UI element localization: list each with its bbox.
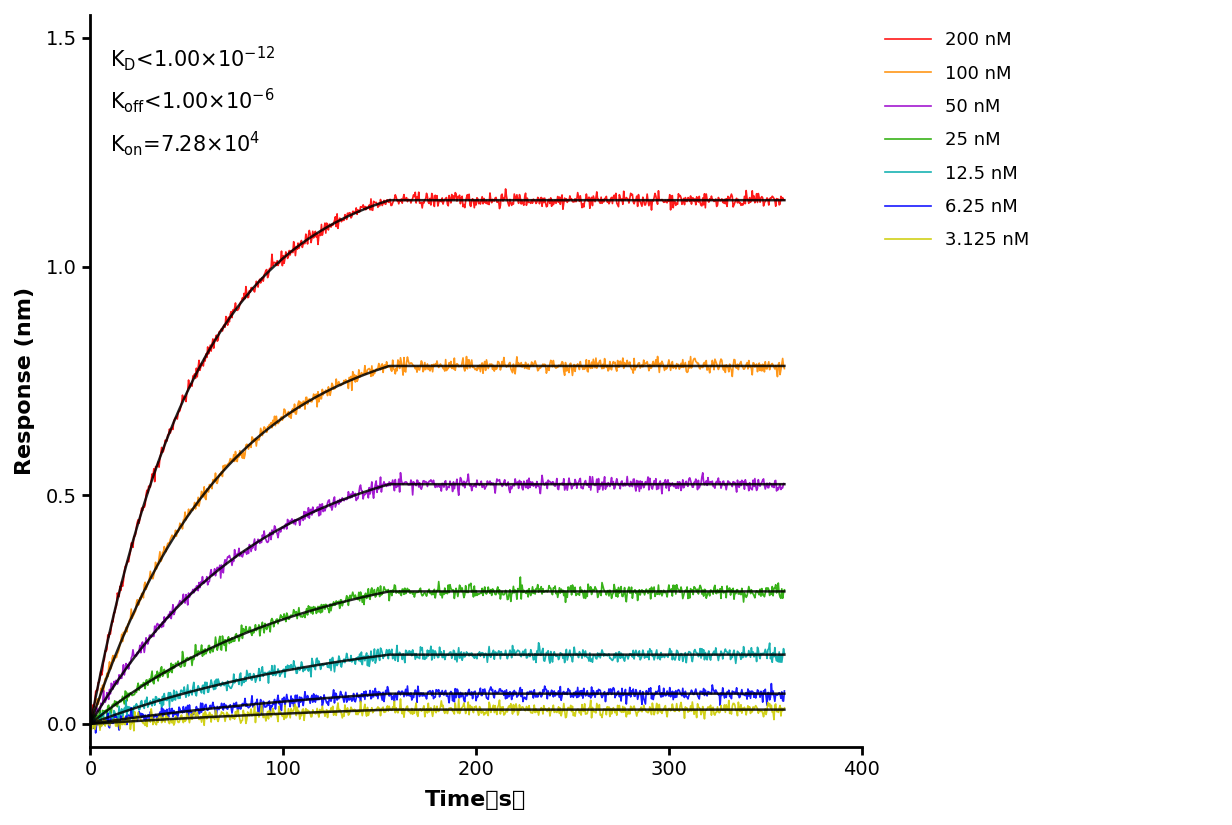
- 3.125 nM: [127, 726, 142, 736]
- 12.5 nM: [777, 648, 792, 658]
- 200 nM: [126, 542, 140, 552]
- 3.125 nM: [126, 714, 140, 724]
- 6.25 nM: [526, 693, 541, 703]
- 6.25 nM: [127, 715, 142, 725]
- 100 nM: [683, 363, 697, 373]
- 50 nM: [526, 481, 541, 491]
- 12.5 nM: [86, 721, 101, 731]
- 3.125 nM: [451, 694, 466, 704]
- 6.25 nM: [764, 679, 779, 689]
- 25 nM: [526, 588, 541, 598]
- 50 nM: [505, 481, 520, 491]
- 12.5 nM: [127, 701, 142, 711]
- 50 nM: [126, 645, 140, 655]
- 12.5 nM: [526, 655, 541, 665]
- 3.125 nM: [83, 717, 97, 727]
- 3.125 nM: [506, 700, 521, 710]
- 50 nM: [83, 719, 97, 729]
- 200 nM: [487, 196, 501, 205]
- 200 nM: [498, 184, 513, 194]
- 100 nM: [127, 610, 142, 620]
- 6.25 nM: [777, 686, 792, 696]
- Legend: 200 nM, 100 nM, 50 nM, 25 nM, 12.5 nM, 6.25 nM, 3.125 nM: 200 nM, 100 nM, 50 nM, 25 nM, 12.5 nM, 6…: [878, 24, 1036, 257]
- 25 nM: [487, 585, 501, 595]
- 6.25 nM: [83, 722, 97, 732]
- 6.25 nM: [487, 693, 501, 703]
- 100 nM: [650, 351, 665, 361]
- 25 nM: [681, 586, 696, 596]
- Line: 25 nM: 25 nM: [90, 577, 785, 727]
- 200 nM: [777, 196, 792, 205]
- 50 nM: [610, 478, 625, 488]
- 25 nM: [777, 585, 792, 595]
- Line: 12.5 nM: 12.5 nM: [90, 643, 785, 726]
- Line: 50 nM: 50 nM: [90, 473, 785, 724]
- 12.5 nM: [683, 647, 697, 657]
- 200 nM: [526, 194, 541, 204]
- 25 nM: [126, 690, 140, 700]
- 12.5 nM: [505, 640, 520, 650]
- 200 nM: [610, 200, 625, 210]
- 25 nM: [513, 572, 527, 582]
- 200 nM: [681, 194, 696, 204]
- 12.5 nM: [83, 719, 97, 728]
- 100 nM: [526, 361, 541, 371]
- 100 nM: [487, 366, 501, 376]
- 25 nM: [83, 722, 97, 732]
- 3.125 nM: [488, 700, 503, 710]
- 6.25 nM: [681, 691, 696, 700]
- 12.5 nM: [531, 638, 546, 648]
- 100 nM: [84, 718, 99, 728]
- 200 nM: [505, 198, 520, 208]
- X-axis label: Time（s）: Time（s）: [425, 790, 526, 810]
- 50 nM: [487, 481, 501, 491]
- 12.5 nM: [611, 648, 626, 658]
- Line: 6.25 nM: 6.25 nM: [90, 684, 785, 733]
- 25 nM: [504, 588, 519, 598]
- Line: 3.125 nM: 3.125 nM: [90, 699, 785, 731]
- 100 nM: [83, 715, 97, 725]
- Line: 100 nM: 100 nM: [90, 356, 785, 723]
- 100 nM: [610, 356, 625, 365]
- 200 nM: [83, 717, 97, 727]
- Text: K$_\mathrm{D}$<1.00$\times$10$^{-12}$
K$_\mathrm{off}$<1.00$\times$10$^{-6}$
K$_: K$_\mathrm{D}$<1.00$\times$10$^{-12}$ K$…: [110, 45, 275, 158]
- 3.125 nM: [777, 703, 792, 713]
- 3.125 nM: [527, 700, 542, 710]
- 50 nM: [393, 468, 408, 478]
- 6.25 nM: [610, 687, 625, 697]
- 12.5 nM: [487, 654, 501, 664]
- 25 nM: [610, 592, 625, 602]
- 50 nM: [681, 474, 696, 484]
- 3.125 nM: [611, 705, 626, 715]
- Line: 200 nM: 200 nM: [90, 189, 785, 722]
- 50 nM: [777, 479, 792, 489]
- 6.25 nM: [89, 728, 103, 738]
- 100 nM: [777, 364, 792, 374]
- 3.125 nM: [683, 706, 697, 716]
- Y-axis label: Response (nm): Response (nm): [15, 287, 34, 475]
- 6.25 nM: [505, 687, 520, 697]
- 100 nM: [505, 368, 520, 378]
